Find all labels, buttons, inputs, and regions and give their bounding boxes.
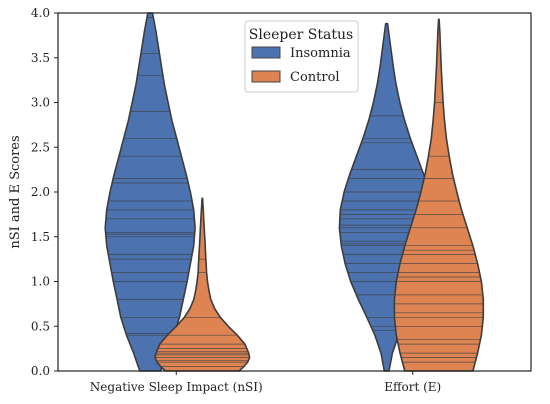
- legend-label-control: Control: [290, 70, 340, 85]
- y-tick-label-7: 3.5: [31, 51, 50, 65]
- legend: Sleeper Status Insomnia Control: [244, 20, 359, 93]
- violin-insomnia-negative-sleep-impact-nsi: [104, 12, 196, 372]
- violin-body-control-negative-sleep-impact-nsi: [154, 197, 251, 372]
- y-tick-label-8: 4.0: [31, 6, 50, 20]
- x-axis: Negative Sleep Impact (nSI) Effort (E): [90, 371, 441, 394]
- y-tick-label-6: 3.0: [31, 96, 50, 110]
- violin-control-effort-e: [393, 18, 485, 372]
- legend-swatch-control: [251, 70, 281, 83]
- y-tick-label-4: 2.0: [31, 185, 50, 199]
- y-tick-label-5: 2.5: [31, 140, 50, 154]
- violin-control-negative-sleep-impact-nsi: [154, 197, 251, 372]
- legend-swatch-insomnia: [251, 46, 281, 59]
- x-tick-label-negative-sleep-impact-nsi: Negative Sleep Impact (nSI): [90, 380, 263, 394]
- violin-layer: [104, 12, 485, 372]
- y-axis-label: nSI and E Scores: [8, 135, 23, 248]
- legend-title: Sleeper Status: [249, 27, 353, 43]
- x-tick-label-effort-e: Effort (E): [384, 380, 441, 394]
- plot-frame: [57, 12, 532, 372]
- y-tick-label-2: 1.0: [31, 275, 50, 289]
- y-axis: 0.0 0.5 1.0 1.5 2.0 2.5 3.0 3.5 4.0: [31, 6, 58, 378]
- y-tick-label-3: 1.5: [31, 230, 50, 244]
- y-tick-label-1: 0.5: [31, 319, 50, 333]
- y-tick-label-0: 0.0: [31, 364, 50, 378]
- legend-label-insomnia: Insomnia: [290, 46, 351, 61]
